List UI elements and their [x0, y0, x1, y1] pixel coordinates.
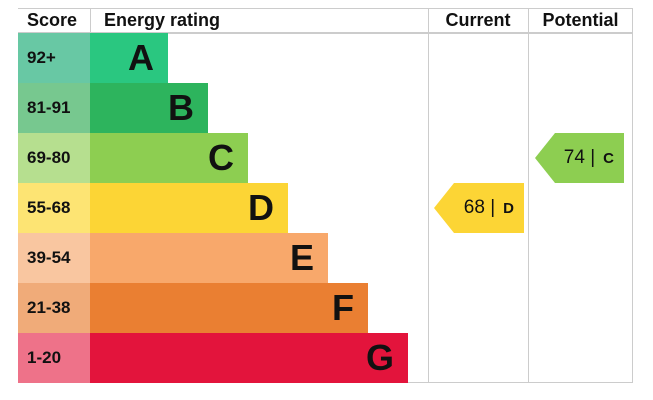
rating-bar-b: B [90, 83, 208, 133]
divider [428, 8, 429, 383]
current-letter: D [503, 200, 514, 217]
current-rating-arrow: 68 | D [434, 183, 524, 233]
divider [528, 8, 529, 383]
score-cell: 81-91 [18, 83, 90, 133]
score-cell: 55-68 [18, 183, 90, 233]
divider [632, 8, 633, 383]
score-cell: 21-38 [18, 283, 90, 333]
rating-bar-f: F [90, 283, 368, 333]
energy-rating-header: Energy rating [104, 10, 221, 30]
top-border [18, 8, 633, 9]
rating-bar-c: C [90, 133, 248, 183]
score-cell: 39-54 [18, 233, 90, 283]
score-cell: 69-80 [18, 133, 90, 183]
current-header: Current [445, 10, 511, 30]
potential-value: 74 [563, 147, 585, 168]
potential-letter: C [603, 150, 614, 167]
potential-header: Potential [542, 10, 619, 30]
rating-bar-a: A [90, 33, 168, 83]
score-cell: 1-20 [18, 333, 90, 383]
header-divider [18, 32, 633, 34]
potential-rating-arrow: 74 | C [535, 133, 624, 183]
rating-bar-d: D [90, 183, 288, 233]
current-value: 68 [463, 197, 485, 218]
divider [90, 8, 91, 33]
score-header: Score [27, 10, 78, 30]
score-cell: 92+ [18, 33, 90, 83]
rating-bar-e: E [90, 233, 328, 283]
rating-bar-g: G [90, 333, 408, 383]
